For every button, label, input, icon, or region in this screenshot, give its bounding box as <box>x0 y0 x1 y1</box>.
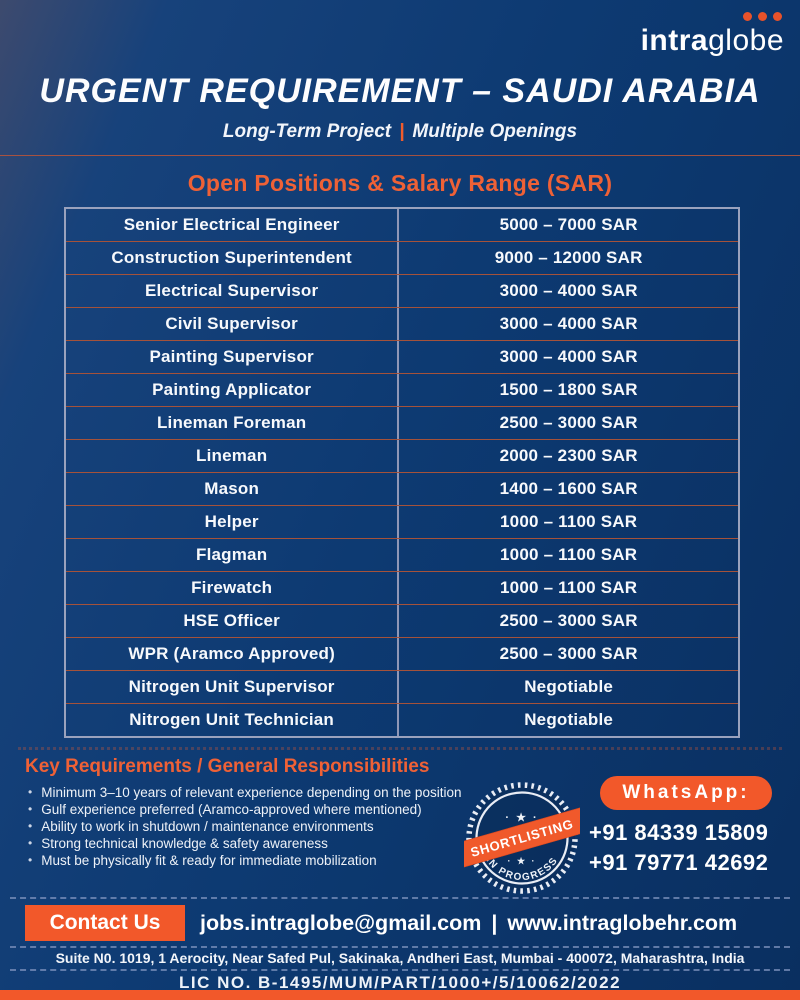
table-row: Senior Electrical Engineer 5000 – 7000 S… <box>66 209 738 241</box>
position-cell: Lineman Foreman <box>66 407 400 439</box>
position-cell: Senior Electrical Engineer <box>66 209 400 241</box>
positions-heading: Open Positions & Salary Range (SAR) <box>187 170 613 196</box>
company-address: Suite N0. 1019, 1 Aerocity, Near Safed P… <box>55 950 745 966</box>
contact-separator: | <box>491 910 498 935</box>
position-cell: Civil Supervisor <box>66 308 400 340</box>
position-cell: Electrical Supervisor <box>66 275 400 307</box>
requirements-divider <box>18 747 782 750</box>
license-dashed-divider <box>10 969 790 971</box>
table-row: Construction Superintendent 9000 – 12000… <box>66 241 738 274</box>
table-row: HSE Officer 2500 – 3000 SAR <box>66 604 738 637</box>
subtitle-separator: | <box>399 121 405 142</box>
requirement-item: Minimum 3–10 years of relevant experienc… <box>28 784 548 801</box>
position-cell: Painting Applicator <box>66 374 400 406</box>
subtitle-right: Multiple Openings <box>412 121 578 142</box>
requirement-item: Strong technical knowledge & safety awar… <box>28 835 548 852</box>
requirement-item: Ability to work in shutdown / maintenanc… <box>28 818 548 835</box>
salary-cell: 2000 – 2300 SAR <box>499 446 638 465</box>
salary-cell: 1000 – 1100 SAR <box>500 512 638 531</box>
table-row: Mason 1400 – 1600 SAR <box>66 472 738 505</box>
contact-us-button[interactable]: Contact Us <box>25 905 185 941</box>
brand-name-light: globe <box>708 24 784 57</box>
whatsapp-number[interactable]: +91 79771 42692 <box>589 850 769 875</box>
salary-cell: 1500 – 1800 SAR <box>499 380 638 399</box>
salary-cell: 3000 – 4000 SAR <box>499 347 638 366</box>
brand-logo: intraglobe <box>641 24 784 58</box>
bottom-accent-bar <box>0 990 800 1000</box>
requirements-heading: Key Requirements / General Responsibilit… <box>25 756 430 777</box>
position-cell: Lineman <box>66 440 400 472</box>
position-cell: Painting Supervisor <box>66 341 400 373</box>
whatsapp-numbers: +91 84339 15809 +91 79771 42692 <box>589 818 768 878</box>
position-cell: Helper <box>66 506 400 538</box>
shortlisting-stamp: · ★ · · ★ · IN PROGRESS SHORTLISTING <box>464 782 580 894</box>
logo-dots-icon <box>743 12 782 21</box>
table-row: Painting Supervisor 3000 – 4000 SAR <box>66 340 738 373</box>
whatsapp-number[interactable]: +91 84339 15809 <box>589 820 769 845</box>
table-row: Electrical Supervisor 3000 – 4000 SAR <box>66 274 738 307</box>
table-row: Helper 1000 – 1100 SAR <box>66 505 738 538</box>
position-cell: HSE Officer <box>66 605 400 637</box>
stamp-bottom-decor: · ★ · <box>507 856 536 866</box>
requirement-item: Must be physically fit & ready for immed… <box>28 852 548 869</box>
table-row: Firewatch 1000 – 1100 SAR <box>66 571 738 604</box>
contact-website[interactable]: www.intraglobehr.com <box>507 910 738 935</box>
salary-cell: 9000 – 12000 SAR <box>494 248 643 267</box>
brand-name-bold: intra <box>640 24 709 57</box>
table-row: Flagman 1000 – 1100 SAR <box>66 538 738 571</box>
license-number: LIC NO. B-1495/MUM/PART/1000+/5/10062/20… <box>178 973 622 992</box>
table-row: WPR (Aramco Approved) 2500 – 3000 SAR <box>66 637 738 670</box>
salary-cell: 1000 – 1100 SAR <box>500 545 638 564</box>
position-cell: WPR (Aramco Approved) <box>66 638 400 670</box>
position-cell: Nitrogen Unit Technician <box>66 704 400 736</box>
salary-cell: 2500 – 3000 SAR <box>499 611 638 630</box>
table-row: Nitrogen Unit Technician Negotiable <box>66 703 738 736</box>
contact-email[interactable]: jobs.intraglobe@gmail.com <box>200 910 482 935</box>
salary-cell: 1000 – 1100 SAR <box>500 578 638 597</box>
salary-cell: 5000 – 7000 SAR <box>499 215 638 234</box>
salary-cell: 3000 – 4000 SAR <box>499 281 638 300</box>
footer-dashed-divider <box>10 897 790 899</box>
position-cell: Flagman <box>66 539 400 571</box>
position-cell: Mason <box>66 473 400 505</box>
address-dashed-divider <box>10 946 790 948</box>
positions-table: Senior Electrical Engineer 5000 – 7000 S… <box>64 207 740 738</box>
salary-cell: 1400 – 1600 SAR <box>499 479 638 498</box>
page-title: URGENT REQUIREMENT – SAUDI ARABIA <box>39 72 761 110</box>
salary-cell: Negotiable <box>524 710 614 729</box>
table-row: Lineman Foreman 2500 – 3000 SAR <box>66 406 738 439</box>
contact-info: jobs.intraglobe@gmail.com | www.intraglo… <box>200 905 737 941</box>
page-subtitle: Long-Term Project | Multiple Openings <box>0 121 800 143</box>
table-row: Lineman 2000 – 2300 SAR <box>66 439 738 472</box>
table-row: Painting Applicator 1500 – 1800 SAR <box>66 373 738 406</box>
requirements-list: Minimum 3–10 years of relevant experienc… <box>28 784 548 869</box>
position-cell: Nitrogen Unit Supervisor <box>66 671 400 703</box>
salary-cell: 3000 – 4000 SAR <box>499 314 638 333</box>
subtitle-left: Long-Term Project <box>222 121 392 142</box>
position-cell: Construction Superintendent <box>66 242 400 274</box>
salary-cell: Negotiable <box>524 677 614 696</box>
table-row: Civil Supervisor 3000 – 4000 SAR <box>66 307 738 340</box>
salary-cell: 2500 – 3000 SAR <box>499 413 638 432</box>
whatsapp-button[interactable]: WhatsApp: <box>600 776 772 810</box>
stamp-top-decor: · ★ · <box>505 812 538 824</box>
salary-cell: 2500 – 3000 SAR <box>499 644 638 663</box>
table-row: Nitrogen Unit Supervisor Negotiable <box>66 670 738 703</box>
header-divider <box>0 155 800 156</box>
position-cell: Firewatch <box>66 572 400 604</box>
requirement-item: Gulf experience preferred (Aramco-approv… <box>28 801 548 818</box>
